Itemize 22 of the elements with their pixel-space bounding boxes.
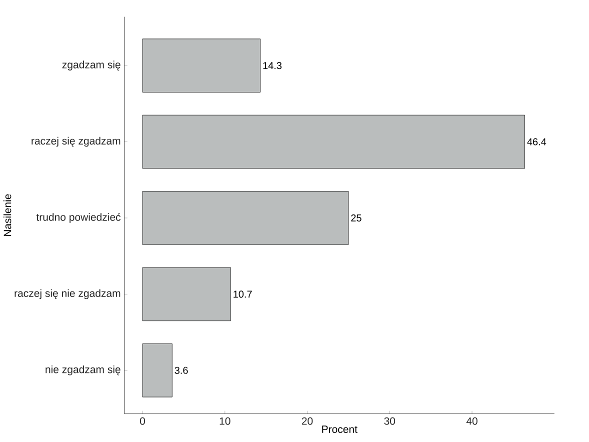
y-axis-title: Nasilenie bbox=[3, 194, 12, 236]
bar bbox=[142, 344, 172, 398]
data-label: 3.6 bbox=[174, 366, 188, 374]
y-tick-label: trudno powiedzieć bbox=[36, 213, 121, 223]
bar bbox=[142, 191, 349, 245]
y-tick-label: raczej się nie zgadzam bbox=[14, 289, 120, 300]
x-tick-label: 0 bbox=[140, 417, 146, 425]
bar bbox=[142, 267, 231, 322]
data-label: 10.7 bbox=[234, 290, 252, 298]
data-label: 14.3 bbox=[263, 62, 282, 70]
data-label: 46.4 bbox=[527, 138, 546, 146]
x-axis-title: Procent bbox=[322, 426, 358, 433]
y-tick-label: raczej się zgadzam bbox=[32, 136, 120, 147]
y-tick-label: nie zgadzam się bbox=[46, 365, 120, 376]
bar bbox=[142, 38, 261, 92]
bar bbox=[142, 114, 525, 169]
data-label: 25 bbox=[351, 214, 362, 222]
x-tick-label: 40 bbox=[466, 417, 478, 425]
y-tick-label: zgadzam się bbox=[62, 60, 120, 70]
x-tick-label: 10 bbox=[220, 417, 230, 425]
x-tick-label: 30 bbox=[384, 417, 396, 425]
x-tick-label: 20 bbox=[302, 417, 313, 425]
